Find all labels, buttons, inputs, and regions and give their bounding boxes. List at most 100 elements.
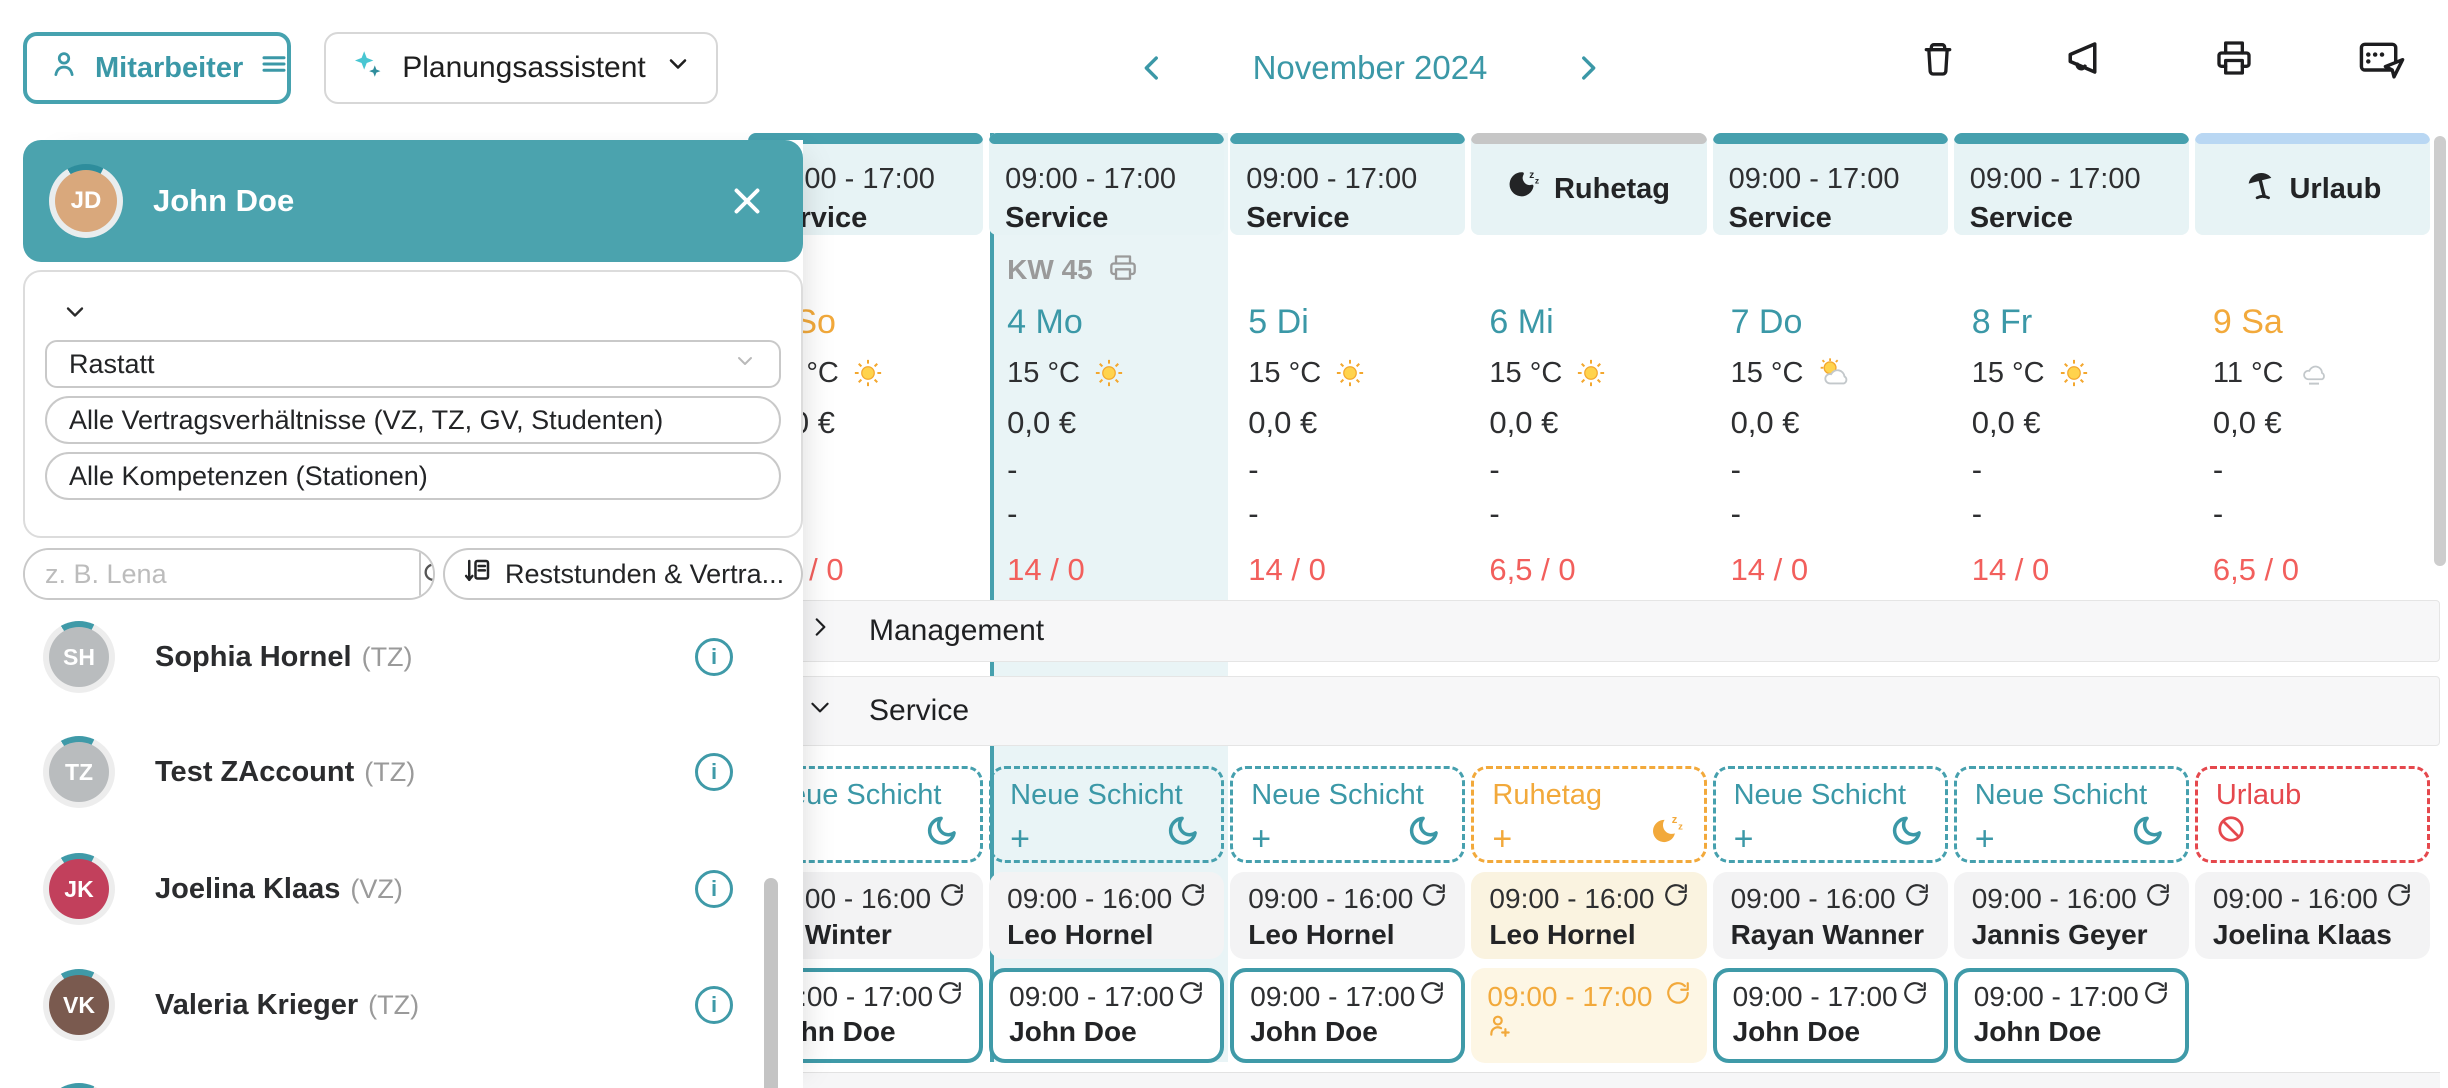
info-icon[interactable]: i <box>695 638 733 676</box>
print-week-icon[interactable] <box>1109 253 1137 288</box>
shift-card[interactable]: 09:00 - 16:00 Rayan Wanner <box>1712 872 1948 959</box>
empty-cell <box>2195 968 2430 1063</box>
repeat-icon <box>2143 980 2169 1013</box>
info-icon[interactable]: i <box>695 986 733 1024</box>
avatar-ring: SH <box>43 621 115 693</box>
repeat-icon <box>939 882 965 915</box>
day-header-row: 3 So 15 °C 0,0 € - - 14 / 0 KW 45 4 Mo 1… <box>748 240 2440 588</box>
repeat-icon <box>1902 980 1928 1013</box>
moon-icon <box>2130 812 2168 852</box>
trash-icon[interactable] <box>1914 34 1962 82</box>
selected-shift-card[interactable]: 09:00 - 17:00 John Doe <box>1953 968 2189 1063</box>
avatar-ring: TZ <box>43 736 115 808</box>
shift-card-restday[interactable]: 09:00 - 16:00 Leo Hornel <box>1471 872 1707 959</box>
day-column-header[interactable]: 7 Do 15 °C 0,0 € - - 14 / 0 <box>1713 240 1948 588</box>
shift-card[interactable]: 09:00 - 16:00 Joelina Klaas <box>2194 872 2430 959</box>
employee-list-item[interactable]: FL Fine Lienshöft(VZ) i <box>23 1062 803 1088</box>
repeat-icon <box>1904 882 1930 915</box>
search-icon[interactable] <box>419 550 433 598</box>
location-select[interactable]: Rastatt <box>45 340 781 388</box>
shift-card[interactable]: 09:00 - 16:00 Leo Hornel <box>989 872 1225 959</box>
summary-vacation-cell[interactable]: Urlaub <box>2194 133 2430 235</box>
moon-icon <box>1406 812 1444 852</box>
current-month-label: November 2024 <box>1252 49 1488 86</box>
repeat-icon <box>1419 980 1445 1013</box>
day-column-header[interactable]: 6 Mi 15 °C 0,0 € - - 6,5 / 0 <box>1471 240 1706 588</box>
sort-button[interactable]: Reststunden & Vertra... <box>443 548 803 600</box>
shift-card[interactable]: 09:00 - 16:00 Jannis Geyer <box>1953 872 2189 959</box>
employee-side-panel: JD John Doe Rastatt Alle Vertragsverhält… <box>23 140 803 1088</box>
collapse-filters-chevron-icon[interactable] <box>55 292 95 332</box>
sort-hours-icon <box>463 556 493 593</box>
shift-color-bar <box>1471 133 1707 144</box>
open-shift-card[interactable]: 09:00 - 17:00 <box>1471 968 1707 1063</box>
planning-assistant-button[interactable]: Planungsassistent <box>324 32 718 104</box>
selected-employee-shift-row: 09:00 - 17:00 John Doe 09:00 - 17:00 John … <box>748 968 2440 1063</box>
svg-text:z: z <box>1678 821 1683 832</box>
employee-list-item[interactable]: TZ Test ZAccount (TZ) i <box>23 715 803 829</box>
selected-shift-card[interactable]: 09:00 - 17:00 John Doe <box>1712 968 1948 1063</box>
employees-view-button[interactable]: Mitarbeiter <box>23 32 291 104</box>
summary-shift-cell[interactable]: 09:00 - 17:00 Service <box>1230 133 1466 235</box>
search-field <box>23 548 435 600</box>
sun-icon <box>1576 358 1606 388</box>
megaphone-icon[interactable] <box>2062 34 2110 82</box>
section-management[interactable]: Management <box>748 600 2440 662</box>
chevron-down-icon <box>664 50 692 86</box>
repeat-icon <box>1421 882 1447 915</box>
rest-day-button[interactable]: Ruhetag + z z <box>1471 766 1707 863</box>
calendar-send-icon[interactable] <box>2358 34 2406 82</box>
avatar: JK <box>49 859 109 919</box>
printer-icon[interactable] <box>2210 34 2258 82</box>
previous-month-button[interactable] <box>1130 46 1174 90</box>
summary-shift-cell[interactable]: 09:00 - 17:00 Service <box>1712 133 1948 235</box>
user-plus-icon <box>1487 1013 1690 1046</box>
new-shift-button[interactable]: Neue Schicht+ <box>1953 766 2189 863</box>
menu-icon <box>259 49 289 87</box>
section-service[interactable]: Service <box>748 676 2440 746</box>
vertical-scrollbar[interactable] <box>2434 136 2446 566</box>
info-icon[interactable]: i <box>695 753 733 791</box>
month-navigation: November 2024 <box>1130 36 1610 100</box>
cloud-icon <box>2298 358 2330 388</box>
employee-list-item[interactable]: JK Joelina Klaas (VZ) i <box>23 832 803 946</box>
summary-shift-cell[interactable]: 09:00 - 17:00 Service <box>989 133 1225 235</box>
repeat-icon <box>1665 980 1691 1013</box>
competences-filter[interactable]: Alle Kompetenzen (Stationen) <box>45 452 781 500</box>
new-shift-button[interactable]: Neue Schicht+ <box>1230 766 1466 863</box>
next-section-peek <box>748 1072 2440 1088</box>
summary-shift-cell[interactable]: 09:00 - 17:00 Service <box>1953 133 2189 235</box>
shift-row-16: 09:00 - 16:00 as Winter 09:00 - 16:00 Leo … <box>748 872 2440 959</box>
selected-shift-card[interactable]: 09:00 - 17:00 John Doe <box>1230 968 1466 1063</box>
day-column-header[interactable]: 9 Sa 11 °C 0,0 € - - 6,5 / 0 <box>2195 240 2430 588</box>
info-icon[interactable]: i <box>695 870 733 908</box>
employee-list-scrollbar[interactable] <box>764 878 778 1088</box>
employee-list-item[interactable]: VK Valeria Krieger (TZ) i <box>23 948 803 1062</box>
new-shift-button[interactable]: Neue Schicht+ <box>1712 766 1948 863</box>
svg-text:z: z <box>1671 814 1677 826</box>
day-column-header-selected[interactable]: KW 45 4 Mo 15 °C 0,0 € - - 14 / 0 <box>989 240 1224 588</box>
toolbar-icons <box>1914 34 2406 82</box>
employee-list-item[interactable]: SH Sophia Hornel (TZ) i <box>23 600 803 714</box>
shift-color-bar <box>989 133 1225 144</box>
svg-text:z: z <box>1529 170 1534 181</box>
shift-color-bar <box>1953 133 2189 144</box>
day-column-header[interactable]: 5 Di 15 °C 0,0 € - - 14 / 0 <box>1230 240 1465 588</box>
contracts-filter[interactable]: Alle Vertragsverhältnisse (VZ, TZ, GV, S… <box>45 396 781 444</box>
vacation-blocked-card[interactable]: Urlaub <box>2194 766 2430 863</box>
close-icon[interactable] <box>725 179 769 223</box>
avatar-ring: FL <box>43 1083 115 1088</box>
search-input[interactable] <box>25 550 419 598</box>
person-icon <box>49 49 79 87</box>
day-column-header[interactable]: 8 Fr 15 °C 0,0 € - - 14 / 0 <box>1954 240 2189 588</box>
ban-icon <box>2216 814 2246 846</box>
chevron-right-icon <box>807 614 833 648</box>
new-shift-button[interactable]: Neue Schicht+ <box>989 766 1225 863</box>
shift-card[interactable]: 09:00 - 16:00 Leo Hornel <box>1230 872 1466 959</box>
next-month-button[interactable] <box>1566 46 1610 90</box>
repeat-icon <box>937 980 963 1013</box>
selected-shift-card[interactable]: 09:00 - 17:00 John Doe <box>989 968 1225 1063</box>
avatar-ring: JD <box>49 164 123 238</box>
